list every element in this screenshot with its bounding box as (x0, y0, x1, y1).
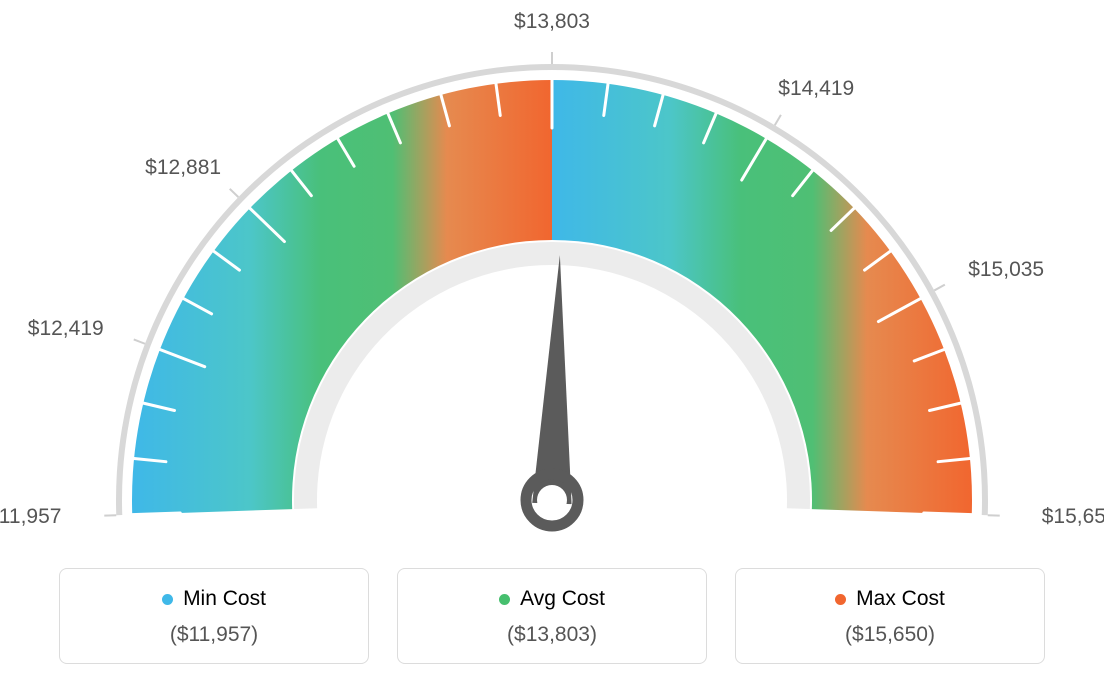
legend-card-min: Min Cost ($11,957) (59, 568, 369, 664)
legend-card-max: Max Cost ($15,650) (735, 568, 1045, 664)
legend-title-min: Min Cost (162, 587, 266, 611)
legend-label-avg: Avg Cost (520, 587, 605, 611)
gauge-tick-label: $12,881 (145, 156, 221, 180)
gauge-tick-label: $14,419 (778, 77, 854, 101)
legend-card-avg: Avg Cost ($13,803) (397, 568, 707, 664)
legend-value-avg: ($13,803) (507, 623, 597, 647)
legend-row: Min Cost ($11,957) Avg Cost ($13,803) Ma… (59, 568, 1045, 664)
legend-value-max: ($15,650) (845, 623, 935, 647)
legend-label-max: Max Cost (856, 587, 945, 611)
legend-label-min: Min Cost (183, 587, 266, 611)
legend-value-min: ($11,957) (170, 623, 258, 647)
gauge-tick-label: $15,650 (1042, 505, 1104, 529)
gauge-tick-label: $12,419 (28, 317, 104, 341)
legend-dot-max (835, 594, 846, 605)
legend-dot-avg (499, 594, 510, 605)
legend-dot-min (162, 594, 173, 605)
legend-title-max: Max Cost (835, 587, 945, 611)
gauge-tick-label: $13,803 (514, 10, 590, 34)
cost-gauge: $11,957 $12,419 $12,881 $13,803 $14,419 $15,0… (0, 0, 1104, 560)
legend-title-avg: Avg Cost (499, 587, 605, 611)
gauge-tick-label: $15,035 (968, 258, 1044, 282)
gauge-tick-label: $11,957 (0, 505, 61, 529)
